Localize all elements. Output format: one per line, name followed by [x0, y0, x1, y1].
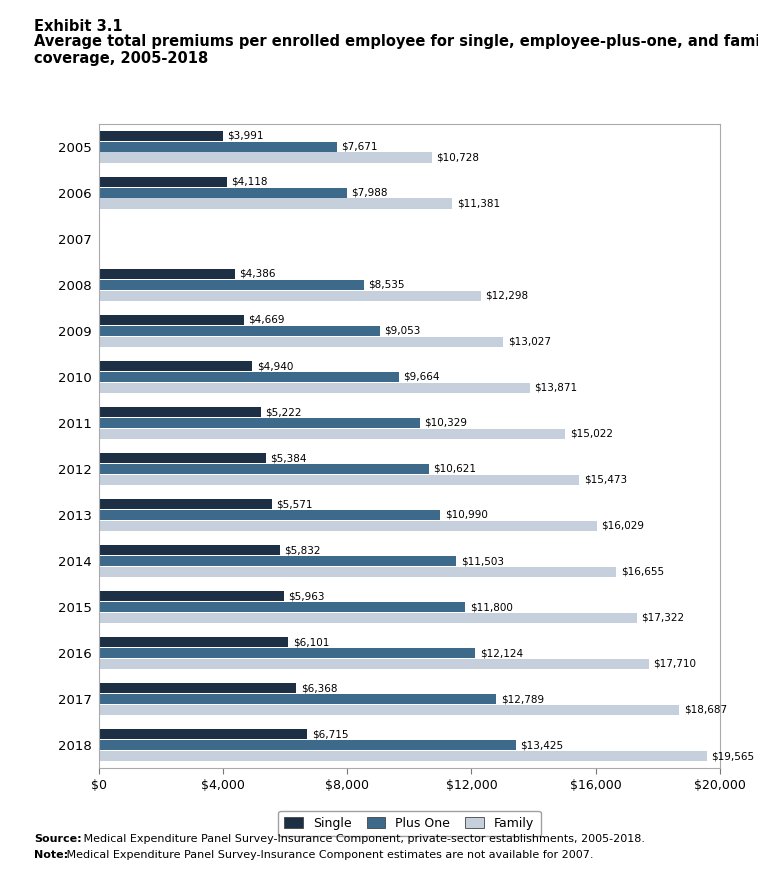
- Text: $16,655: $16,655: [621, 567, 664, 577]
- Text: $11,503: $11,503: [461, 556, 504, 566]
- Bar: [99, 740, 515, 751]
- Bar: [99, 499, 271, 509]
- Text: $5,963: $5,963: [289, 592, 325, 601]
- Bar: [99, 199, 453, 208]
- Bar: [99, 659, 649, 669]
- Text: $4,940: $4,940: [257, 361, 293, 371]
- Text: $5,384: $5,384: [271, 453, 307, 463]
- Text: $5,832: $5,832: [284, 545, 321, 555]
- Text: $12,789: $12,789: [500, 694, 543, 704]
- Bar: [99, 545, 280, 555]
- Bar: [99, 729, 307, 739]
- Text: $6,101: $6,101: [293, 638, 329, 647]
- Text: $10,990: $10,990: [445, 510, 487, 520]
- Text: Exhibit 3.1: Exhibit 3.1: [34, 19, 123, 34]
- Text: $12,298: $12,298: [485, 291, 528, 300]
- Bar: [99, 326, 380, 336]
- Text: $13,027: $13,027: [508, 336, 551, 347]
- Text: $15,473: $15,473: [584, 475, 627, 485]
- Bar: [99, 592, 283, 601]
- Bar: [99, 613, 637, 623]
- Text: Medical Expenditure Panel Survey-Insurance Component, private-sector establishme: Medical Expenditure Panel Survey-Insuran…: [80, 834, 645, 844]
- Text: $4,669: $4,669: [249, 315, 285, 325]
- Text: $10,329: $10,329: [424, 418, 467, 428]
- Bar: [99, 177, 227, 187]
- Bar: [99, 187, 347, 198]
- Bar: [99, 464, 428, 474]
- Bar: [99, 638, 288, 647]
- Bar: [99, 407, 261, 417]
- Text: $7,671: $7,671: [342, 141, 378, 152]
- Text: Average total premiums per enrolled employee for single, employee-plus-one, and : Average total premiums per enrolled empl…: [34, 34, 758, 66]
- Text: $5,222: $5,222: [265, 407, 302, 417]
- Bar: [99, 382, 530, 393]
- Text: $17,710: $17,710: [653, 659, 697, 669]
- Text: $13,425: $13,425: [521, 740, 563, 751]
- Text: $19,565: $19,565: [711, 751, 754, 761]
- Text: $7,988: $7,988: [352, 188, 388, 198]
- Bar: [99, 372, 399, 382]
- Text: $4,118: $4,118: [231, 177, 268, 187]
- Text: $11,381: $11,381: [457, 199, 500, 208]
- Text: $3,991: $3,991: [227, 131, 264, 140]
- Text: $10,621: $10,621: [434, 464, 476, 474]
- Text: $4,386: $4,386: [240, 269, 276, 279]
- Bar: [99, 418, 419, 428]
- Text: $8,535: $8,535: [368, 280, 405, 290]
- Bar: [99, 361, 252, 371]
- Bar: [99, 509, 440, 520]
- Bar: [99, 153, 432, 162]
- Bar: [99, 453, 266, 464]
- Text: $13,871: $13,871: [534, 382, 578, 393]
- Bar: [99, 315, 243, 325]
- Text: $9,664: $9,664: [403, 372, 440, 381]
- Text: $9,053: $9,053: [384, 326, 421, 336]
- Text: $15,022: $15,022: [570, 429, 613, 439]
- Text: Source:: Source:: [34, 834, 82, 844]
- Text: $18,687: $18,687: [684, 705, 727, 715]
- Text: $17,322: $17,322: [641, 613, 684, 623]
- Bar: [99, 269, 235, 279]
- Bar: [99, 705, 679, 715]
- Bar: [99, 141, 337, 152]
- Bar: [99, 556, 456, 566]
- Bar: [99, 336, 503, 347]
- Text: $6,368: $6,368: [301, 683, 337, 693]
- Text: Medical Expenditure Panel Survey-Insurance Component estimates are not available: Medical Expenditure Panel Survey-Insuran…: [63, 850, 594, 860]
- Bar: [99, 567, 616, 577]
- Bar: [99, 683, 296, 693]
- Text: $16,029: $16,029: [601, 521, 644, 531]
- Text: $10,728: $10,728: [437, 153, 480, 162]
- Bar: [99, 648, 475, 658]
- Text: $11,800: $11,800: [470, 602, 513, 612]
- Bar: [99, 280, 364, 290]
- Text: $5,571: $5,571: [277, 499, 313, 509]
- Bar: [99, 475, 579, 485]
- Bar: [99, 428, 565, 439]
- Bar: [99, 131, 223, 141]
- Legend: Single, Plus One, Family: Single, Plus One, Family: [278, 811, 540, 836]
- Bar: [99, 291, 481, 300]
- Bar: [99, 521, 597, 531]
- Bar: [99, 602, 465, 612]
- Text: $12,124: $12,124: [480, 648, 523, 658]
- Text: $6,715: $6,715: [312, 729, 349, 739]
- Bar: [99, 694, 496, 705]
- Text: Note:: Note:: [34, 850, 68, 860]
- Bar: [99, 751, 706, 761]
